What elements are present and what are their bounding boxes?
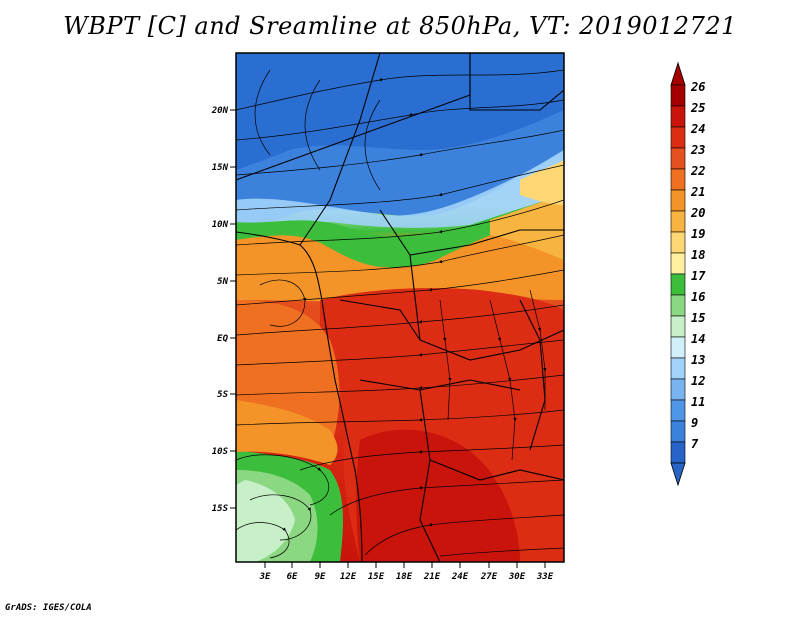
- lat-label: 15N: [212, 163, 229, 173]
- colorbar-swatch: [670, 147, 686, 170]
- lon-label: 27E: [480, 572, 498, 582]
- lat-label: 10N: [212, 220, 229, 230]
- colorbar-label: 19: [691, 227, 705, 241]
- lat-label: 5N: [217, 277, 228, 287]
- lat-axis: 20N 15N 10N 5N EQ 5S 10S 15S: [211, 106, 236, 514]
- colorbar-swatch: [670, 231, 686, 254]
- colorbar-label: 24: [690, 122, 705, 136]
- lon-label: 15E: [368, 572, 385, 582]
- map-frame: [235, 52, 565, 563]
- colorbar-label: 13: [691, 353, 705, 367]
- colorbar-label: 11: [691, 395, 705, 409]
- colorbar-label: 20: [690, 206, 705, 220]
- lat-label: 5S: [217, 390, 228, 400]
- lon-label: 33E: [536, 572, 554, 582]
- colorbar-swatch: [670, 126, 686, 149]
- colorbar-label: 7: [691, 437, 699, 451]
- colorbar-top-arrow: [670, 61, 686, 86]
- wbpt-field: [236, 53, 564, 562]
- colorbar-label: 18: [691, 248, 705, 262]
- colorbar-label: 25: [690, 101, 705, 115]
- colorbar: 26 25 24 23 22 21 20 19 18 17 16 15 14 13 12 11 9 7: [670, 61, 706, 487]
- colorbar-label: 26: [690, 80, 705, 94]
- colorbar-swatch: [670, 210, 686, 233]
- map-title: WBPT [C] and Sreamline at 850hPa, VT: 20…: [63, 12, 737, 40]
- colorbar-swatch: [670, 84, 686, 107]
- colorbar-label: 22: [690, 164, 705, 178]
- colorbar-swatch: [670, 189, 686, 212]
- colorbar-swatch: [670, 168, 686, 191]
- lat-label: EQ: [217, 334, 228, 344]
- colorbar-swatch: [670, 294, 686, 317]
- colorbar-label: 15: [691, 311, 705, 325]
- lon-label: 12E: [340, 572, 357, 582]
- colorbar-swatch: [670, 273, 686, 296]
- colorbar-label: 23: [690, 143, 705, 157]
- lon-label: 18E: [396, 572, 413, 582]
- footer-credit: GrADS: IGES/COLA: [5, 603, 92, 613]
- colorbar-swatch: [670, 441, 686, 464]
- lon-label: 24E: [451, 572, 469, 582]
- colorbar-label: 21: [690, 185, 705, 199]
- colorbar-swatch: [670, 378, 686, 401]
- colorbar-swatch: [670, 399, 686, 422]
- colorbar-swatch: [670, 105, 686, 128]
- colorbar-label: 16: [691, 290, 705, 304]
- colorbar-swatch: [670, 252, 686, 275]
- colorbar-label: 9: [691, 416, 698, 430]
- colorbar-label: 17: [691, 269, 706, 283]
- lat-label: 10S: [212, 447, 229, 457]
- lon-label: 9E: [315, 572, 326, 582]
- colorbar-bottom-arrow: [670, 462, 686, 487]
- colorbar-swatch: [670, 357, 686, 380]
- colorbar-swatch: [670, 420, 686, 443]
- lon-label: 30E: [508, 572, 526, 582]
- colorbar-swatch: [670, 315, 686, 338]
- colorbar-label: 12: [691, 374, 705, 388]
- lon-label: 3E: [259, 572, 271, 582]
- lon-label: 6E: [287, 572, 298, 582]
- colorbar-swatch: [670, 336, 686, 359]
- lat-label: 20N: [211, 106, 229, 116]
- lon-label: 21E: [423, 572, 441, 582]
- colorbar-label: 14: [691, 332, 705, 346]
- lon-axis: 3E 6E 9E 12E 15E 18E 21E 24E 27E 30E 33E: [259, 562, 554, 582]
- lat-label: 15S: [212, 504, 229, 514]
